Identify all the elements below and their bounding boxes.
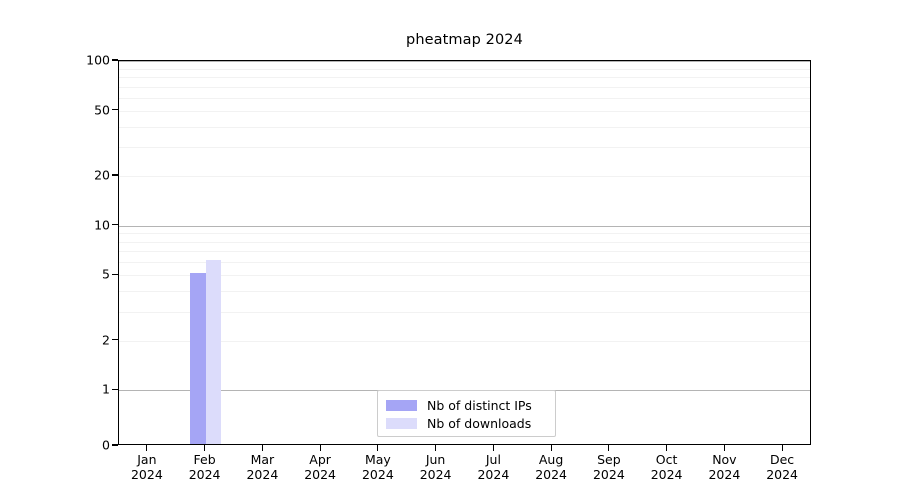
x-axis-tick-year: 2024 [130, 467, 163, 482]
gridline [119, 147, 810, 149]
x-axis-tick-month: Jul [485, 452, 501, 467]
y-axis-tick-mark [112, 273, 118, 275]
x-axis-tick-year: 2024 [477, 467, 510, 482]
y-axis-tick-mark [112, 223, 118, 226]
gridline [119, 126, 810, 128]
gridlines [119, 61, 810, 444]
x-axis-tick-mark [723, 445, 725, 451]
gridline [119, 275, 810, 277]
legend-label-distinct-ips: Nb of distinct IPs [427, 397, 532, 413]
gridline [119, 291, 810, 293]
gridline [119, 225, 810, 227]
legend-item[interactable]: Nb of downloads [386, 414, 547, 432]
x-axis-tick-mark [204, 445, 206, 451]
x-axis-tick-label: Jul 2024 [477, 452, 509, 482]
x-axis-tick-year: 2024 [592, 467, 625, 482]
gridline [119, 241, 810, 243]
x-axis-tick-mark [435, 445, 437, 451]
x-axis-tick-year: 2024 [766, 467, 798, 482]
gridline [119, 110, 810, 112]
legend-label-downloads: Nb of downloads [427, 415, 532, 431]
page-title: pheatmap 2024 [406, 32, 523, 48]
x-axis-tick-mark [492, 445, 494, 451]
x-axis-tick-month: May [364, 452, 391, 467]
bar[interactable] [205, 260, 222, 444]
x-axis-tick-month: Dec [769, 452, 795, 467]
y-axis-tick-mark [112, 444, 118, 446]
x-axis-tick-month: Nov [712, 452, 737, 467]
x-axis-tick-month: Sep [597, 452, 621, 467]
y-axis-tick-mark [112, 339, 118, 341]
gridline [119, 86, 810, 88]
y-axis-tick-mark [112, 174, 118, 176]
x-axis-tick-mark [550, 445, 552, 451]
x-axis-tick-month: Feb [193, 452, 216, 467]
x-axis-tick-mark [319, 445, 321, 451]
x-axis-tick-label: Mar 2024 [246, 452, 278, 482]
gridline [119, 251, 810, 253]
x-axis-tick-year: 2024 [188, 467, 221, 482]
y-axis-tick-mark [112, 59, 118, 61]
y-axis-tick-label: 2 [102, 332, 110, 348]
gridline [119, 77, 810, 78]
x-axis-tick-month: Jun [425, 452, 446, 467]
x-axis-tick-year: 2024 [361, 467, 394, 482]
x-axis-tick-year: 2024 [708, 467, 741, 482]
y-axis-tick-label: 0 [102, 437, 110, 453]
x-axis-tick-month: Jan [137, 452, 157, 467]
x-axis-tick-month: Oct [655, 452, 678, 467]
gridline [119, 340, 810, 342]
x-axis-tick-label: Jan 2024 [131, 452, 163, 482]
gridline [119, 68, 810, 70]
y-axis-tick-label: 20 [94, 167, 110, 183]
x-axis-tick-year: 2024 [246, 467, 279, 482]
bars-container [119, 61, 810, 444]
x-axis-tick-month: Mar [250, 452, 275, 467]
x-axis-tick-label: May 2024 [362, 452, 394, 482]
gridline [119, 233, 810, 235]
x-axis-tick-year: 2024 [304, 467, 336, 482]
x-axis-tick-month: Aug [538, 452, 564, 467]
x-axis-tick-label: Dec 2024 [766, 452, 798, 482]
gridline [119, 311, 810, 313]
x-axis-tick-label: Nov 2024 [708, 452, 740, 482]
x-axis-tick-mark [261, 445, 263, 451]
y-axis-tick-mark [112, 108, 118, 111]
x-axis-tick-mark [608, 445, 610, 451]
x-axis-tick-label: Oct 2024 [651, 452, 683, 482]
y-axis-tick-label: 5 [102, 266, 110, 282]
y-axis-tick-mark [112, 388, 118, 390]
chart-legend: Nb of distinct IPs Nb of downloads [377, 390, 556, 437]
x-axis-tick-mark [781, 445, 783, 451]
gridline [119, 97, 810, 99]
x-axis-tick-mark [377, 445, 379, 451]
y-axis-tick-label: 1 [102, 381, 110, 397]
x-axis-tick-year: 2024 [650, 467, 683, 482]
x-axis-tick-label: Jun 2024 [420, 452, 452, 482]
x-axis-tick-mark [146, 445, 148, 451]
legend-swatch-downloads [386, 417, 417, 429]
x-axis-tick-label: Sep 2024 [593, 452, 625, 482]
y-axis-tick-label: 50 [94, 102, 110, 117]
gridline [119, 176, 810, 177]
gridline [119, 61, 810, 62]
x-axis-tick-year: 2024 [535, 467, 567, 482]
gridline [119, 262, 810, 264]
x-axis-tick-label: Aug 2024 [535, 452, 567, 482]
x-axis-tick-month: Apr [309, 452, 331, 467]
y-axis-tick-label: 10 [94, 217, 110, 233]
bar[interactable] [189, 273, 206, 444]
legend-swatch-distinct-ips [386, 399, 417, 411]
legend-item[interactable]: Nb of distinct IPs [386, 396, 547, 414]
x-axis-tick-year: 2024 [419, 467, 452, 482]
x-axis-tick-mark [666, 445, 668, 451]
x-axis-tick-label: Apr 2024 [304, 452, 336, 482]
x-axis-tick-label: Feb 2024 [189, 452, 221, 482]
plot-area [118, 60, 811, 445]
y-axis-tick-label: 100 [86, 52, 110, 68]
